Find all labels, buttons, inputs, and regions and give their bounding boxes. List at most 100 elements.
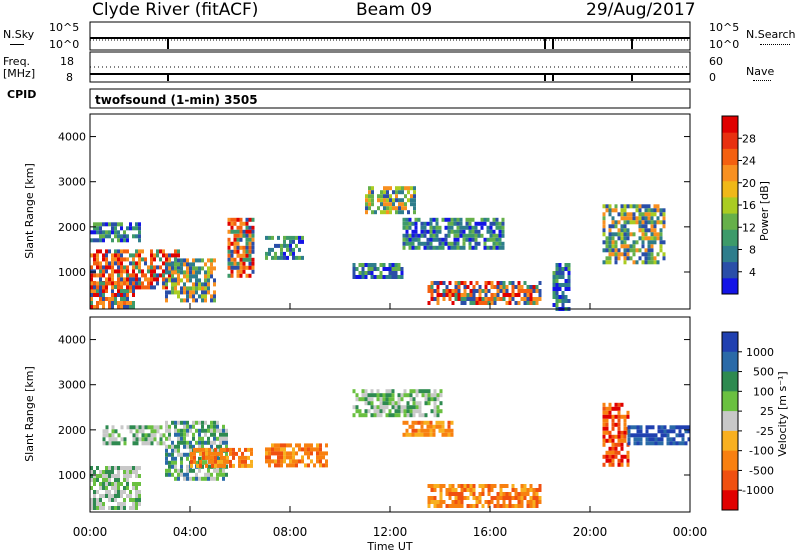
- echo-cell: [538, 488, 542, 492]
- echo-cell: [283, 235, 286, 240]
- echo-cell: [280, 447, 283, 452]
- echo-cell: [286, 243, 289, 248]
- echo-cell: [373, 405, 377, 410]
- echo-cell: [147, 269, 150, 274]
- echo-region: [227, 217, 255, 278]
- echo-cell: [138, 474, 141, 478]
- echo-cell: [558, 299, 562, 303]
- echo-cell: [678, 425, 682, 430]
- echo-cell: [123, 502, 126, 506]
- echo-cell: [444, 428, 448, 433]
- echo-cell: [382, 401, 386, 406]
- echo-cell: [171, 265, 174, 270]
- echo-cell: [289, 251, 292, 256]
- colorbar-swatch: [722, 148, 738, 166]
- echo-cell: [439, 492, 443, 496]
- echo-cell: [633, 425, 637, 430]
- echo-cell: [471, 233, 475, 238]
- echo-cell: [96, 502, 99, 506]
- echo-cell: [414, 245, 418, 250]
- echo-cell: [114, 490, 117, 494]
- echo-cell: [552, 279, 556, 283]
- echo-cell: [135, 249, 138, 254]
- nsky-label: N.Sky: [3, 28, 35, 41]
- echo-cell: [171, 262, 174, 267]
- echo-cell: [487, 281, 491, 285]
- echo-cell: [639, 429, 643, 434]
- echo-cell: [105, 466, 108, 470]
- echo-cell: [205, 451, 208, 456]
- echo-cell: [165, 262, 168, 267]
- echo-cell: [411, 424, 415, 429]
- echo-cell: [498, 245, 502, 250]
- echo-cell: [189, 424, 192, 429]
- echo-cell: [316, 443, 319, 448]
- echo-cell: [632, 216, 636, 221]
- echo-cell: [564, 263, 568, 267]
- echo-cell: [447, 229, 451, 234]
- echo-cell: [204, 440, 207, 445]
- echo-cell: [417, 237, 421, 242]
- echo-cell: [165, 282, 168, 287]
- echo-cell: [486, 245, 490, 250]
- echo-cell: [198, 282, 201, 287]
- echo-cell: [400, 267, 404, 271]
- echo-cell: [108, 222, 111, 227]
- echo-cell: [430, 500, 434, 504]
- echo-cell: [460, 504, 464, 508]
- echo-cell: [608, 224, 612, 229]
- echo-cell: [659, 220, 663, 225]
- echo-cell: [412, 413, 416, 418]
- echo-cell: [198, 456, 201, 461]
- echo-cell: [371, 210, 374, 215]
- echo-cell: [201, 266, 204, 271]
- echo-cell: [608, 454, 612, 459]
- echo-cell: [511, 289, 515, 293]
- echo-cell: [433, 500, 437, 504]
- echo-cell: [386, 190, 389, 195]
- echo-cell: [490, 293, 494, 297]
- echo-cell: [505, 504, 509, 508]
- echo-cell: [463, 484, 467, 488]
- echo-cell: [280, 451, 283, 456]
- echo-cell: [227, 253, 231, 258]
- echo-cell: [611, 434, 615, 439]
- echo-cell: [441, 217, 445, 222]
- echo-cell: [457, 281, 461, 285]
- echo-cell: [460, 500, 464, 504]
- echo-cell: [469, 504, 473, 508]
- echo-cell: [391, 393, 395, 398]
- echo-cell: [90, 301, 93, 305]
- echo-cell: [438, 225, 442, 230]
- echo-cell: [213, 432, 216, 437]
- echo-cell: [391, 389, 395, 394]
- echo-cell: [657, 441, 661, 446]
- echo-cell: [403, 393, 407, 398]
- echo-cell: [463, 281, 467, 285]
- echo-cell: [227, 261, 231, 266]
- echo-cell: [165, 266, 168, 271]
- echo-cell: [207, 464, 210, 469]
- echo-cell: [627, 429, 631, 434]
- echo-cell: [96, 478, 99, 482]
- echo-cell: [529, 293, 533, 297]
- echo-cell: [135, 470, 138, 474]
- velocity-echoes: [90, 389, 691, 510]
- echo-cell: [627, 437, 631, 442]
- nsky-dropouts: [167, 38, 633, 49]
- echo-cell: [405, 237, 409, 242]
- echo-cell: [629, 244, 633, 249]
- echo-cell: [230, 261, 234, 266]
- echo-cell: [108, 490, 111, 494]
- echo-cell: [644, 224, 648, 229]
- echo-cell: [99, 222, 102, 227]
- echo-cell: [129, 490, 132, 494]
- echo-cell: [105, 433, 109, 438]
- echo-cell: [239, 225, 243, 230]
- echo-cell: [150, 269, 153, 274]
- echo-cell: [96, 230, 99, 235]
- echo-cell: [365, 206, 368, 211]
- echo-cell: [90, 502, 93, 506]
- echo-cell: [120, 226, 123, 231]
- echo-cell: [123, 490, 126, 494]
